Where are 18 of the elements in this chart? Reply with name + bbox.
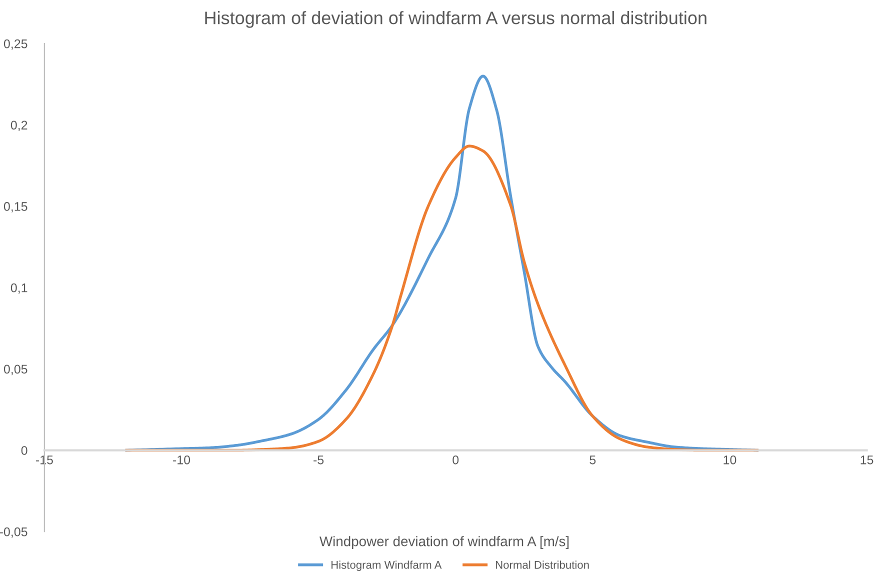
x-tick-label: 10 <box>724 455 736 464</box>
x-tick-label: 15 <box>860 456 874 464</box>
legend-label: Histogram Windfarm A <box>332 560 442 571</box>
y-tick-label: 0,2 <box>10 120 28 132</box>
y-tick-label: 0,05 <box>4 364 28 376</box>
legend-label: Normal Distribution <box>496 560 589 569</box>
x-axis-title: Windpower deviation of windfarm A [m/s] <box>320 536 569 550</box>
chart-title: Histogram of deviation of windfarm A versus normal distribution <box>205 11 706 28</box>
x-tick-label: -15 <box>36 456 53 464</box>
x-tick-label: -5 <box>314 456 324 464</box>
y-tick-label: 0,1 <box>10 283 28 294</box>
x-tick-label: 0 <box>452 455 459 464</box>
y-tick-label: -0,05 <box>0 527 28 538</box>
y-tick-label: 0 <box>21 446 28 455</box>
x-tick-label: -10 <box>173 455 190 464</box>
y-tick-label: 0,15 <box>4 202 28 212</box>
x-tick-label: 5 <box>590 456 596 464</box>
y-tick-label: 0,25 <box>4 39 28 50</box>
